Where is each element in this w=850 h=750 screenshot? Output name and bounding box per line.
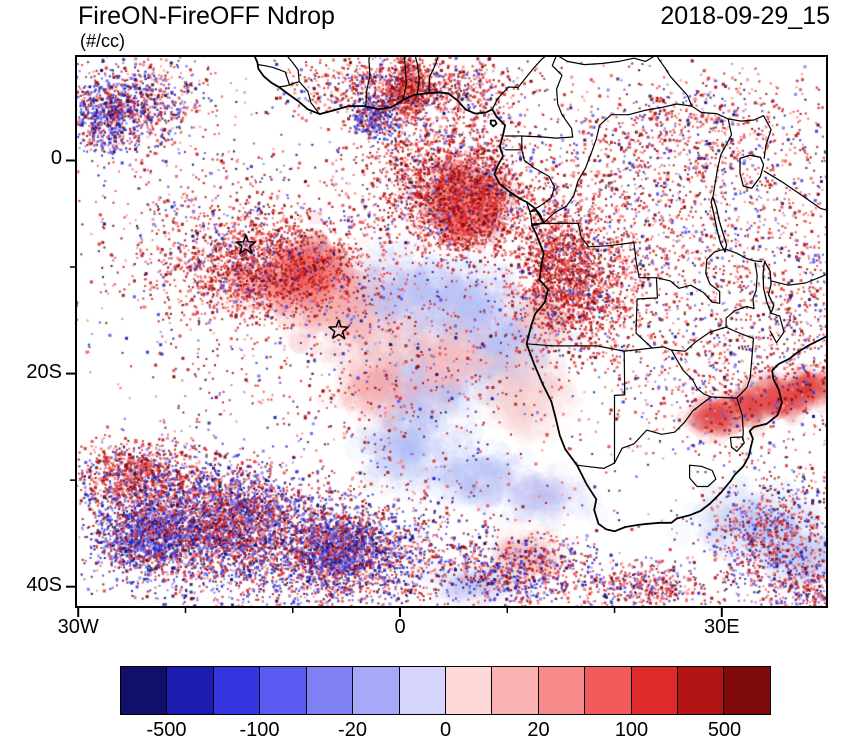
country-border	[769, 312, 785, 344]
country-border	[278, 84, 291, 88]
colorbar-cell	[167, 667, 214, 714]
x-tick-label: 0	[394, 616, 406, 638]
plot-timestamp: 2018-09-29_15	[660, 2, 830, 30]
country-border	[551, 55, 574, 138]
country-border	[504, 135, 523, 151]
colorbar-cell	[260, 667, 307, 714]
colorbar-tick-label: 100	[614, 719, 649, 741]
lake-outline	[739, 154, 765, 189]
colorbar-tick-label: -100	[239, 719, 280, 741]
country-border	[556, 55, 657, 66]
country-border	[531, 222, 657, 279]
country-border	[763, 170, 828, 212]
country-border	[598, 103, 693, 126]
country-border	[298, 81, 321, 115]
country-border	[613, 396, 712, 464]
country-border	[543, 124, 601, 224]
country-border	[725, 262, 758, 328]
country-border	[770, 272, 828, 286]
star-marker-2	[328, 319, 349, 340]
colorbar-cell	[213, 667, 261, 714]
x-tick-label: 30W	[57, 616, 99, 638]
country-border	[670, 326, 727, 352]
colorbar-cell	[306, 667, 354, 714]
field-raster	[75, 55, 828, 608]
colorbar-cell	[445, 667, 493, 714]
colorbar-tick-label: -20	[338, 719, 367, 741]
colorbar-tick-label: -500	[146, 719, 187, 741]
colorbar-cell	[724, 667, 770, 714]
colorbar-tick-label: 0	[439, 719, 452, 741]
colorbar	[120, 666, 771, 715]
country-border	[613, 350, 626, 464]
x-tick-label: 30E	[704, 616, 740, 638]
colorbar-cell	[492, 667, 539, 714]
y-tick-label: 0	[50, 147, 62, 170]
lake-outline	[710, 196, 728, 253]
country-border	[504, 135, 574, 139]
country-border	[257, 55, 300, 86]
country-border	[635, 277, 658, 349]
colorbar-tick-label: 20	[527, 719, 550, 741]
colorbar-labels: -500 -100 -20 0 20 100 500	[120, 719, 771, 745]
colorbar-tick-label: 500	[707, 719, 742, 741]
country-border	[526, 343, 672, 352]
colorbar-cell	[538, 667, 586, 714]
colorbar-cell	[121, 667, 168, 714]
plot-units-label: (#/cc)	[80, 31, 125, 51]
country-border	[729, 436, 745, 452]
country-border	[576, 462, 616, 469]
country-border	[724, 248, 763, 263]
country-border	[365, 55, 371, 107]
country-border	[710, 326, 755, 399]
colorbar-cell	[399, 667, 446, 714]
country-border	[529, 211, 533, 227]
plot-title: FireON-FireOFF Ndrop	[78, 2, 335, 30]
colorbar-cell	[585, 667, 632, 714]
country-border	[655, 55, 693, 107]
country-border	[491, 55, 548, 110]
colorbar-cell	[678, 667, 725, 714]
y-tick-label: 20S	[26, 360, 62, 383]
country-border	[655, 248, 726, 304]
country-border	[529, 210, 545, 224]
y-tick-label: 40S	[26, 573, 62, 596]
colorbar-cell	[631, 667, 679, 714]
country-border	[689, 464, 717, 488]
country-border	[712, 118, 733, 197]
country-border	[414, 55, 420, 95]
map-panel	[75, 55, 828, 608]
star-marker-1	[235, 234, 257, 255]
lake-outline	[762, 261, 775, 314]
country-border	[428, 55, 440, 94]
map-overlay	[235, 55, 828, 533]
country-border	[402, 55, 407, 100]
country-border	[736, 397, 744, 440]
colorbar-cell	[353, 667, 400, 714]
coastline	[489, 119, 498, 128]
coastline	[253, 55, 828, 533]
country-border	[670, 349, 712, 398]
country-border	[521, 149, 556, 213]
country-border	[763, 115, 772, 159]
